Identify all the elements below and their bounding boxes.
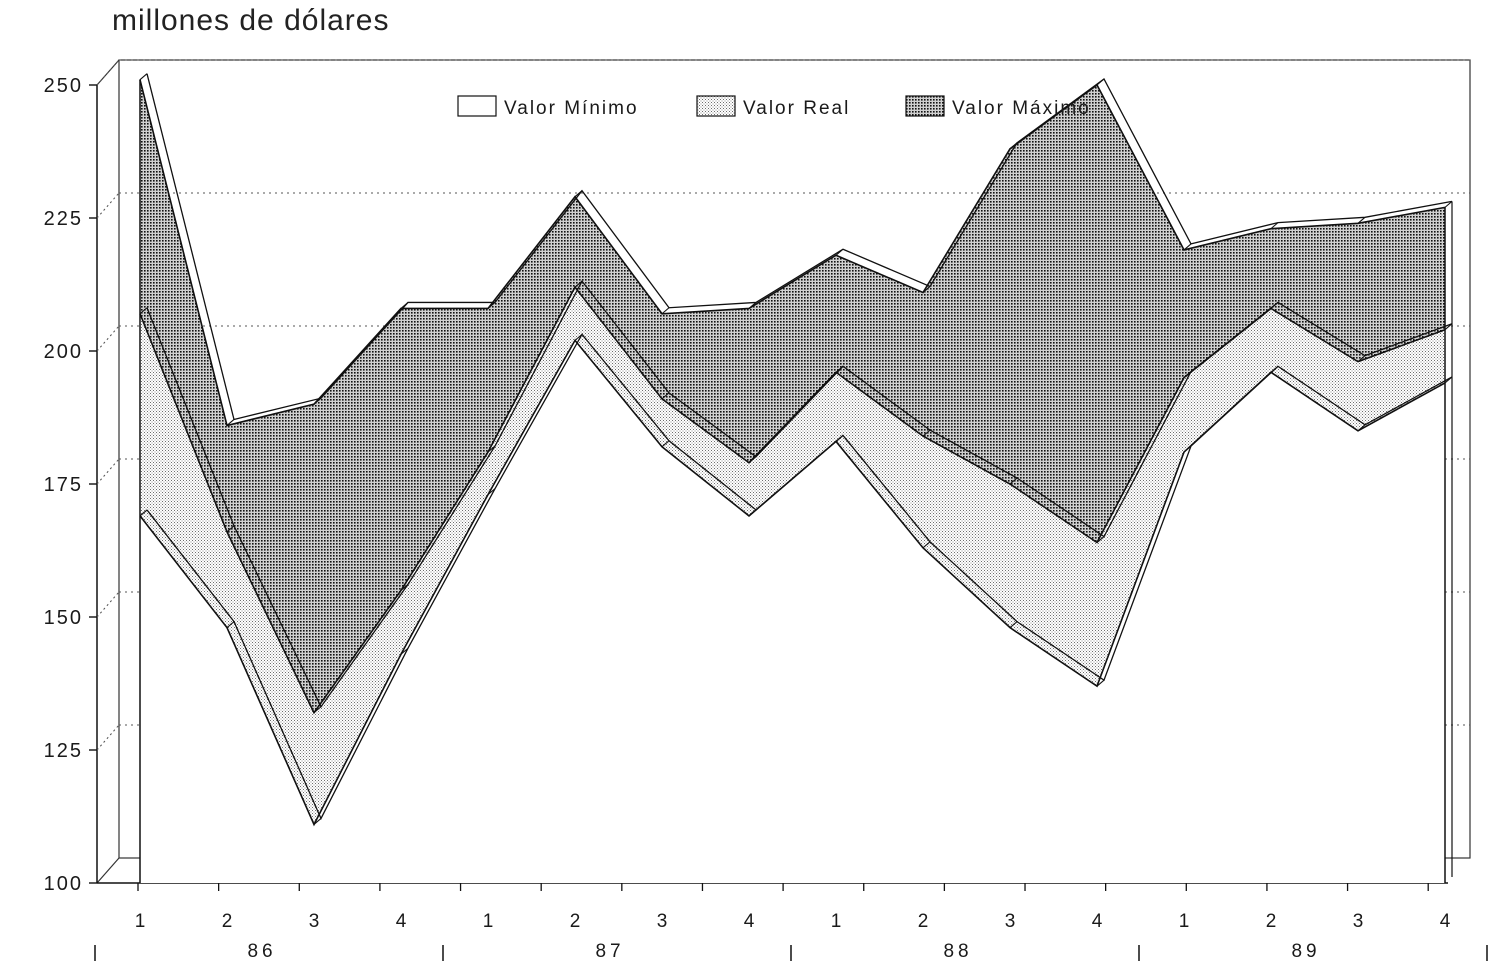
chart-title: millones de dólares bbox=[112, 4, 390, 37]
point-valor-real bbox=[400, 583, 409, 591]
x-tick-label: 3 bbox=[1353, 911, 1364, 932]
depth-edge bbox=[96, 857, 120, 884]
series-ribbon-valor-m-ximo bbox=[146, 73, 1453, 421]
y-tick-label: 225 bbox=[44, 208, 83, 230]
gridline-side bbox=[96, 59, 120, 86]
point-valor-real bbox=[226, 525, 235, 533]
y-tick-label: 250 bbox=[44, 75, 83, 97]
legend-swatch bbox=[905, 95, 945, 117]
point-valor-m-nimo bbox=[1270, 365, 1279, 373]
point-valor-m-ximo bbox=[835, 248, 844, 256]
point-valor-real bbox=[661, 392, 670, 400]
point-valor-m-ximo bbox=[1096, 78, 1105, 86]
point-valor-m-nimo bbox=[400, 647, 409, 655]
x-tick-label: 1 bbox=[1179, 911, 1190, 932]
point-valor-m-nimo bbox=[748, 509, 757, 517]
x-tick-label: 4 bbox=[396, 911, 407, 932]
x-tick-label: 1 bbox=[831, 911, 842, 932]
point-valor-real bbox=[1096, 536, 1105, 543]
point-valor-real bbox=[313, 706, 322, 714]
legend-swatch bbox=[457, 95, 497, 117]
legend-swatch bbox=[696, 95, 736, 117]
point-valor-m-ximo bbox=[1357, 216, 1366, 224]
point-valor-m-nimo bbox=[313, 818, 322, 825]
year-label: 86 bbox=[247, 941, 276, 962]
gridline-side bbox=[96, 192, 120, 219]
area-valor-m-nimo bbox=[140, 340, 1445, 883]
point-valor-m-ximo bbox=[922, 286, 931, 293]
x-tick-label: 4 bbox=[1440, 911, 1451, 932]
x-tick-label: 4 bbox=[1092, 911, 1103, 932]
x-tick-label: 3 bbox=[309, 911, 320, 932]
gridline-side bbox=[96, 724, 120, 751]
y-tick-label: 100 bbox=[44, 873, 83, 895]
point-valor-m-nimo bbox=[226, 621, 235, 629]
x-tick-label: 1 bbox=[135, 911, 146, 932]
point-valor-real bbox=[748, 456, 757, 464]
gridline-side bbox=[96, 458, 120, 485]
x-tick-label: 3 bbox=[657, 911, 668, 932]
gridline-side bbox=[96, 325, 120, 352]
x-tick-label: 2 bbox=[222, 911, 233, 932]
point-valor-m-nimo bbox=[1009, 621, 1018, 629]
x-tick-label: 3 bbox=[1005, 911, 1016, 932]
year-label: 89 bbox=[1291, 941, 1320, 962]
point-valor-m-nimo bbox=[1096, 679, 1105, 687]
y-tick-label: 200 bbox=[44, 341, 83, 363]
point-valor-real bbox=[1444, 323, 1453, 331]
point-valor-real bbox=[835, 365, 844, 373]
gridline-side bbox=[96, 591, 120, 618]
point-valor-real bbox=[139, 307, 148, 315]
x-tick-label: 2 bbox=[918, 911, 929, 932]
point-valor-m-nimo bbox=[1183, 445, 1192, 453]
series-ribbon-valor-real bbox=[146, 279, 1453, 709]
point-valor-real bbox=[922, 429, 931, 437]
point-valor-real bbox=[1009, 477, 1018, 485]
point-valor-m-ximo bbox=[139, 73, 148, 81]
point-valor-m-nimo bbox=[487, 488, 496, 496]
y-tick-label: 125 bbox=[44, 740, 83, 762]
point-valor-m-nimo bbox=[574, 333, 583, 341]
point-valor-real bbox=[574, 280, 583, 288]
point-valor-m-ximo bbox=[313, 397, 322, 405]
point-valor-m-ximo bbox=[1444, 200, 1453, 208]
x-tick-label: 1 bbox=[483, 911, 494, 932]
point-valor-m-nimo bbox=[661, 440, 670, 448]
x-tick-label: 2 bbox=[570, 911, 581, 932]
x-tick-label: 4 bbox=[744, 911, 755, 932]
series-edge-valor-m-ximo bbox=[139, 79, 1446, 427]
point-valor-m-ximo bbox=[748, 302, 757, 309]
y-tick-label: 150 bbox=[44, 607, 83, 629]
point-valor-m-nimo bbox=[1444, 376, 1453, 384]
point-valor-m-ximo bbox=[226, 419, 235, 426]
legend-label: Valor Real bbox=[743, 98, 850, 119]
x-tick-label: 2 bbox=[1266, 911, 1277, 932]
point-valor-m-ximo bbox=[1009, 142, 1018, 150]
point-valor-real bbox=[1357, 355, 1366, 363]
point-valor-m-nimo bbox=[1357, 424, 1366, 432]
point-valor-m-ximo bbox=[1183, 243, 1192, 251]
point-valor-m-ximo bbox=[400, 302, 409, 309]
year-label: 87 bbox=[595, 941, 624, 962]
series-ribbon-valor-m-nimo bbox=[146, 333, 1453, 820]
point-valor-m-ximo bbox=[1270, 222, 1279, 230]
legend-label: Valor Mínimo bbox=[504, 98, 639, 119]
point-valor-real bbox=[487, 445, 496, 453]
point-valor-m-nimo bbox=[835, 435, 844, 442]
point-valor-m-nimo bbox=[922, 541, 931, 549]
point-valor-m-nimo bbox=[139, 509, 148, 517]
point-valor-m-ximo bbox=[574, 190, 583, 198]
year-label: 88 bbox=[943, 941, 972, 962]
point-valor-m-ximo bbox=[661, 307, 670, 315]
y-tick-label: 175 bbox=[44, 474, 83, 496]
point-valor-real bbox=[1270, 302, 1279, 309]
legend-label: Valor Máximo bbox=[952, 98, 1091, 119]
point-valor-m-ximo bbox=[487, 302, 496, 309]
point-valor-real bbox=[1183, 371, 1192, 379]
